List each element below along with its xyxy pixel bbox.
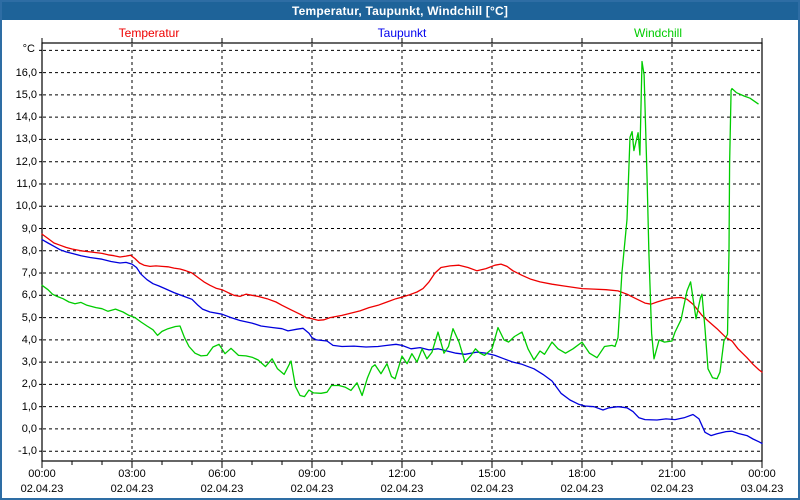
x-axis-time-label: 15:00 bbox=[478, 468, 506, 480]
x-axis-time-label: 06:00 bbox=[208, 468, 236, 480]
x-axis-time-label: 00:00 bbox=[748, 468, 776, 480]
y-axis-unit-label: °C bbox=[22, 43, 35, 55]
y-axis-label: 11,0 bbox=[16, 177, 37, 190]
y-axis-label: 16,0 bbox=[15, 66, 37, 79]
x-axis-date-label: 02.04.23 bbox=[380, 483, 424, 495]
y-axis-label: 2,0 bbox=[21, 378, 37, 391]
y-axis-label: 5,0 bbox=[21, 311, 37, 324]
title-bar: Temperatur, Taupunkt, Windchill [°C] bbox=[2, 2, 798, 20]
y-axis-label: 12,0 bbox=[15, 155, 37, 168]
y-axis-label: 3,0 bbox=[21, 356, 37, 369]
series-line-windchill bbox=[41, 60, 759, 398]
x-axis-date-label: 02.04.23 bbox=[560, 483, 604, 495]
x-axis-date-label: 02.04.23 bbox=[470, 483, 514, 495]
legend-item-windchill: Windchill bbox=[633, 26, 683, 40]
x-axis-time-label: 09:00 bbox=[298, 468, 326, 480]
x-axis-time-label: 03:00 bbox=[118, 468, 146, 480]
x-axis-date-label: 02.04.23 bbox=[200, 483, 244, 495]
y-axis-label: 13,0 bbox=[15, 133, 37, 146]
y-axis-label: 7,0 bbox=[21, 267, 37, 280]
y-axis-label: 9,0 bbox=[21, 222, 37, 235]
x-axis-date-label: 02.04.23 bbox=[20, 483, 64, 495]
series-line-taupunkt bbox=[41, 238, 763, 445]
x-axis-time-label: 18:00 bbox=[568, 468, 596, 480]
y-axis-label: 8,0 bbox=[21, 244, 37, 257]
x-axis-time-label: 00:00 bbox=[28, 468, 56, 480]
y-axis-label: 14,0 bbox=[15, 111, 37, 124]
x-axis-date-label: 02.04.23 bbox=[290, 483, 334, 495]
x-axis-date-label: 03.04.23 bbox=[740, 483, 784, 495]
x-axis-time-label: 21:00 bbox=[658, 468, 686, 480]
legend-item-temperatur: Temperatur bbox=[118, 26, 180, 40]
y-axis-label: -1,0 bbox=[18, 445, 37, 458]
y-axis-label: 6,0 bbox=[21, 289, 37, 302]
x-axis-date-label: 02.04.23 bbox=[650, 483, 694, 495]
y-axis-label: 15,0 bbox=[15, 88, 37, 101]
series-line-temperatur bbox=[41, 233, 763, 373]
window-title: Temperatur, Taupunkt, Windchill [°C] bbox=[291, 4, 509, 18]
x-axis-time-label: 12:00 bbox=[388, 468, 416, 480]
y-axis-label: 4,0 bbox=[21, 333, 37, 346]
x-axis-date-label: 02.04.23 bbox=[110, 483, 154, 495]
legend-item-taupunkt: Taupunkt bbox=[377, 26, 427, 40]
y-axis-label: 10,0 bbox=[15, 200, 37, 213]
y-axis-label: 1,0 bbox=[21, 400, 37, 413]
y-axis-label: 0,0 bbox=[21, 422, 37, 435]
